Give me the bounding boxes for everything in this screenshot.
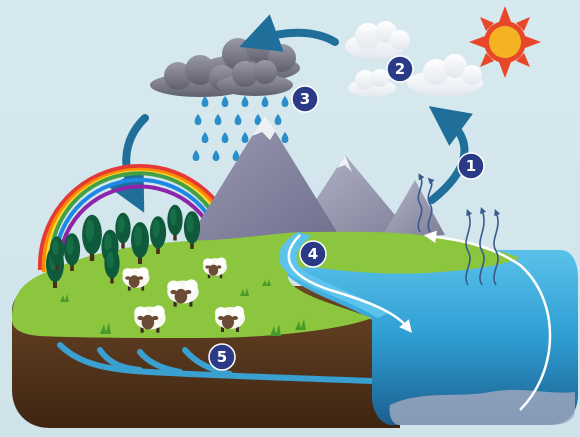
raindrop-icon [201,132,209,143]
raindrop-icon [194,114,202,125]
raindrop-icon [274,114,282,125]
step-number: 1 [466,157,476,175]
runoff-arrow [287,234,412,333]
raindrop-icon [241,132,249,143]
ocean-flow-arrow [423,230,552,411]
step-number: 3 [300,90,310,108]
tree-icon [167,204,183,241]
raindrop-icon [234,114,242,125]
step-badge-3: 3 [291,85,319,113]
flock [122,257,245,333]
raindrop-icon [254,114,262,125]
rain-clouds [150,32,300,97]
raindrop-icon [214,114,222,125]
sheep-icon [215,306,245,332]
groundwater-channels [57,342,403,385]
tree-icon [131,222,149,264]
raindrop-icon [212,150,220,161]
step-badge-4: 4 [299,240,327,268]
step-badge-2: 2 [386,55,414,83]
step-number: 5 [217,348,227,366]
raindrop-icon [192,150,200,161]
tree-icon [104,247,120,284]
tree-icon [115,212,131,249]
raindrop-icon [201,96,209,107]
tree-icon [49,236,65,270]
tree-icon [183,211,201,249]
mountains [185,115,445,245]
step-badge-5: 5 [208,343,236,371]
snow-cap [337,155,352,172]
sheep-icon [203,257,227,279]
step-badge-1: 1 [457,152,485,180]
tree-icon [63,233,81,271]
forest [46,204,201,288]
step-number: 4 [308,245,318,263]
tree-icon [82,214,102,261]
cloud-icon [345,21,410,59]
raindrop-icon [281,132,289,143]
evaporation-vapor [417,173,501,286]
ocean [275,245,578,425]
raindrop-icon [221,96,229,107]
raindrop-icon [221,132,229,143]
sheep-icon [134,305,166,333]
sheep-icon [167,279,199,307]
sun-icon [469,6,541,78]
cloud-icon [407,54,483,96]
cloud-icon [348,69,396,97]
snow-cap [252,115,279,140]
tree-icon [149,216,167,254]
sheep-icon [122,267,150,291]
raindrop-icon [261,96,269,107]
step-number: 2 [395,60,405,78]
raindrop-icon [281,96,289,107]
grass-tufts [60,279,306,336]
cycle-arrow-condensation [239,14,339,52]
raindrop-icon [232,150,240,161]
mountain-main [185,115,345,245]
cloud-icon [217,60,293,96]
white-clouds [345,21,483,97]
raindrop-icon [241,96,249,107]
